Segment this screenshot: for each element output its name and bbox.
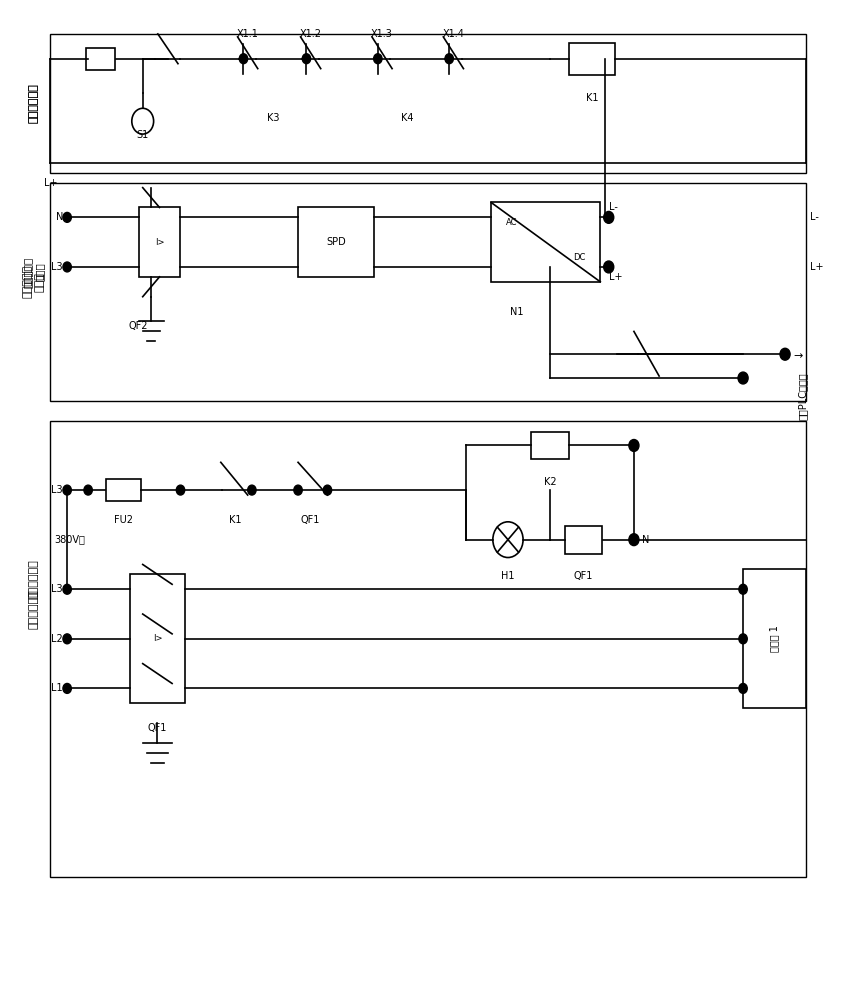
Circle shape (84, 485, 92, 495)
Bar (565, 526, 602, 554)
Text: I>: I> (154, 238, 165, 247)
Text: DC: DC (573, 253, 585, 262)
Circle shape (604, 261, 614, 273)
Text: L+: L+ (609, 272, 622, 282)
Text: N: N (642, 535, 650, 545)
Circle shape (63, 584, 71, 594)
Circle shape (374, 54, 382, 64)
Text: 380V～: 380V～ (54, 535, 86, 545)
Text: →: → (794, 351, 803, 361)
Circle shape (131, 108, 153, 134)
Circle shape (493, 522, 523, 558)
Circle shape (176, 485, 185, 495)
Text: K3: K3 (266, 113, 279, 123)
Bar (138, 207, 181, 277)
Text: 急停控制电
源电路: 急停控制电 源电路 (23, 256, 44, 288)
Bar (50, 183, 806, 401)
Bar (531, 432, 569, 459)
Text: L3: L3 (52, 262, 63, 272)
Circle shape (739, 683, 747, 693)
Text: X1.3: X1.3 (371, 29, 393, 39)
Text: AC: AC (506, 218, 518, 227)
Text: L3: L3 (52, 584, 63, 594)
Text: FU2: FU2 (114, 515, 133, 525)
Circle shape (63, 212, 71, 222)
Circle shape (629, 440, 639, 451)
Text: S1: S1 (137, 130, 149, 140)
Text: I>: I> (153, 634, 162, 643)
Circle shape (604, 211, 614, 223)
Bar (298, 207, 374, 277)
Text: L-: L- (609, 202, 617, 212)
Circle shape (248, 485, 256, 495)
Bar (86, 48, 115, 70)
Circle shape (738, 372, 748, 384)
Circle shape (780, 348, 790, 360)
Text: X1.1: X1.1 (237, 29, 259, 39)
Circle shape (739, 584, 747, 594)
Circle shape (294, 485, 302, 495)
Text: L+: L+ (810, 262, 823, 272)
Circle shape (445, 54, 454, 64)
Text: X1.2: X1.2 (299, 29, 321, 39)
Circle shape (302, 54, 310, 64)
Text: 急停控制回路: 急停控制回路 (29, 83, 38, 123)
Text: L+: L+ (43, 178, 57, 188)
Circle shape (629, 534, 639, 546)
Bar (106, 479, 141, 501)
Circle shape (63, 262, 71, 272)
Text: 急停控制回路: 急停控制回路 (29, 83, 38, 123)
Text: X1.4: X1.4 (443, 29, 465, 39)
Text: N: N (56, 212, 63, 222)
Circle shape (63, 634, 71, 644)
Bar (130, 574, 185, 703)
Text: QF1: QF1 (148, 723, 167, 733)
Text: L-: L- (810, 212, 819, 222)
Bar (569, 43, 615, 75)
Text: QF1: QF1 (301, 515, 321, 525)
Text: L2: L2 (51, 634, 63, 644)
Text: SPD: SPD (326, 237, 346, 247)
Text: H1: H1 (501, 571, 515, 581)
Circle shape (323, 485, 332, 495)
Bar (50, 34, 806, 173)
Text: L1: L1 (52, 683, 63, 693)
Text: L3: L3 (52, 485, 63, 495)
Bar (50, 421, 806, 877)
Bar (491, 202, 600, 282)
Text: QF2: QF2 (129, 321, 148, 331)
Circle shape (739, 634, 747, 644)
Text: 去往PLC输入点: 去往PLC输入点 (798, 372, 807, 420)
Text: K1: K1 (586, 93, 598, 103)
Text: K2: K2 (544, 477, 556, 487)
Text: QF1: QF1 (574, 571, 594, 581)
Text: 急停切断回路: 急停切断回路 (29, 589, 38, 629)
Bar (743, 569, 806, 708)
Circle shape (63, 683, 71, 693)
Circle shape (63, 485, 71, 495)
Text: 急停切断回路: 急停切断回路 (29, 559, 38, 599)
Text: K1: K1 (229, 515, 242, 525)
Circle shape (239, 54, 248, 64)
Text: K4: K4 (401, 113, 414, 123)
Text: 压缩机 1: 压缩机 1 (769, 625, 779, 652)
Text: 急停控制电
源电路: 急停控制电 源电路 (23, 265, 44, 298)
Text: N1: N1 (510, 307, 523, 317)
